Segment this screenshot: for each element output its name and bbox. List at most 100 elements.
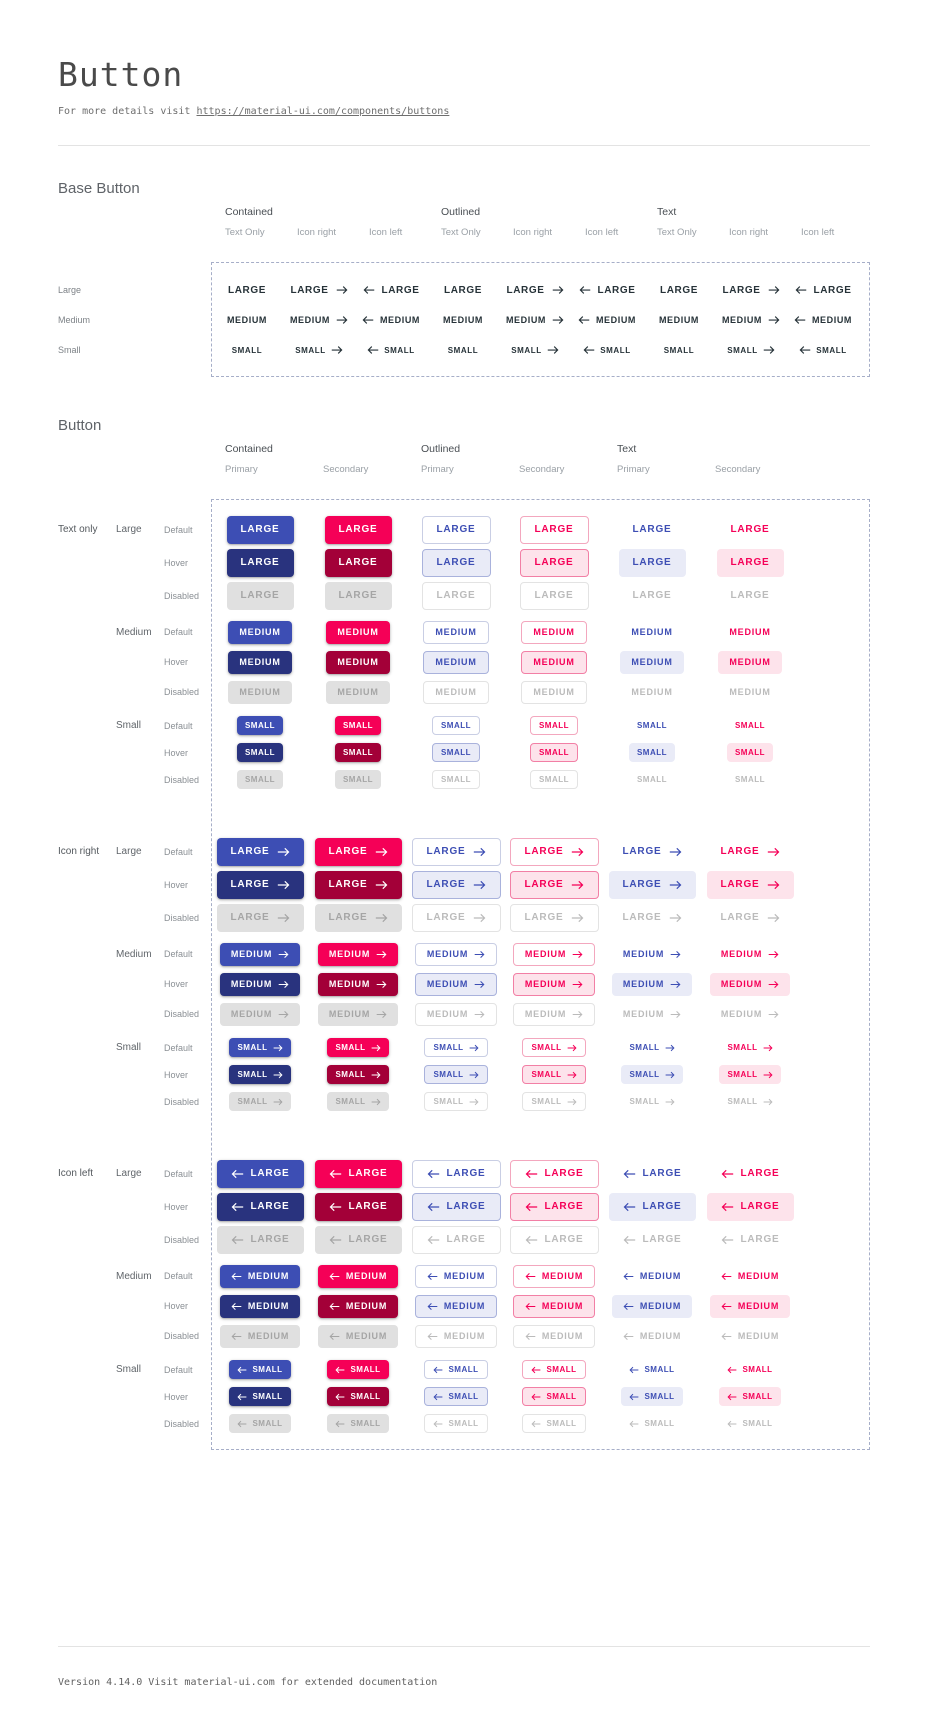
- text-secondary-large-hover-button[interactable]: LARGE: [716, 548, 784, 577]
- outlined-secondary-large-hover-button[interactable]: LARGE: [509, 870, 599, 899]
- contained-secondary-medium-hover-button[interactable]: MEDIUM: [326, 650, 390, 674]
- contained-primary-large-disabled-button[interactable]: LARGE: [216, 903, 304, 932]
- text-secondary-large-default-button[interactable]: LARGE: [707, 838, 794, 866]
- text-primary-medium-hover-button[interactable]: MEDIUM: [620, 650, 684, 674]
- outlined-primary-small-hover-button[interactable]: SMALL: [424, 1065, 488, 1084]
- contained-primary-large-hover-button[interactable]: LARGE: [216, 870, 304, 899]
- base-button-large-icon-left[interactable]: LARGE: [363, 285, 420, 296]
- text-primary-small-disabled-button[interactable]: SMALL: [629, 770, 675, 789]
- text-secondary-medium-disabled-button[interactable]: MEDIUM: [718, 681, 781, 704]
- text-secondary-small-disabled-button[interactable]: SMALL: [719, 1414, 780, 1433]
- text-primary-medium-disabled-button[interactable]: MEDIUM: [612, 1003, 692, 1026]
- text-secondary-medium-disabled-button[interactable]: MEDIUM: [710, 1325, 790, 1348]
- text-secondary-medium-hover-button[interactable]: MEDIUM: [709, 1294, 791, 1318]
- contained-secondary-large-hover-button[interactable]: LARGE: [324, 548, 392, 577]
- outlined-primary-large-hover-button[interactable]: LARGE: [411, 1192, 501, 1221]
- text-secondary-large-default-button[interactable]: LARGE: [717, 516, 784, 544]
- docs-link[interactable]: https://material-ui.com/components/butto…: [196, 106, 450, 117]
- text-primary-large-default-button[interactable]: LARGE: [609, 838, 696, 866]
- text-primary-large-hover-button[interactable]: LARGE: [608, 1192, 696, 1221]
- contained-secondary-medium-default-button[interactable]: MEDIUM: [317, 942, 399, 966]
- contained-primary-medium-disabled-button[interactable]: MEDIUM: [219, 1324, 301, 1348]
- contained-primary-medium-default-button[interactable]: MEDIUM: [219, 1264, 301, 1288]
- text-secondary-small-default-button[interactable]: SMALL: [719, 1360, 780, 1379]
- outlined-secondary-small-disabled-button[interactable]: SMALL: [529, 770, 579, 789]
- text-primary-medium-hover-button[interactable]: MEDIUM: [611, 1294, 693, 1318]
- outlined-secondary-small-disabled-button[interactable]: SMALL: [522, 1414, 586, 1433]
- outlined-primary-large-default-button[interactable]: LARGE: [421, 515, 491, 544]
- base-button-small-icon-left[interactable]: SMALL: [367, 345, 415, 355]
- contained-secondary-medium-hover-button[interactable]: MEDIUM: [317, 972, 399, 996]
- text-secondary-small-hover-button[interactable]: SMALL: [719, 1387, 781, 1406]
- outlined-primary-medium-disabled-button[interactable]: MEDIUM: [414, 1324, 498, 1348]
- contained-primary-small-hover-button[interactable]: SMALL: [229, 1387, 291, 1406]
- outlined-primary-small-default-button[interactable]: SMALL: [424, 1038, 488, 1057]
- contained-primary-medium-default-button[interactable]: MEDIUM: [219, 942, 301, 966]
- contained-primary-small-hover-button[interactable]: SMALL: [236, 743, 284, 762]
- outlined-primary-large-hover-button[interactable]: LARGE: [411, 870, 501, 899]
- contained-secondary-small-default-button[interactable]: SMALL: [334, 716, 382, 735]
- outlined-secondary-small-default-button[interactable]: SMALL: [522, 1360, 586, 1379]
- text-primary-small-hover-button[interactable]: SMALL: [628, 743, 676, 762]
- base-button-small-icon-left[interactable]: SMALL: [583, 345, 631, 355]
- outlined-secondary-large-default-button[interactable]: LARGE: [509, 1159, 599, 1188]
- outlined-primary-small-hover-button[interactable]: SMALL: [431, 743, 481, 762]
- contained-primary-large-default-button[interactable]: LARGE: [226, 515, 294, 544]
- text-secondary-large-hover-button[interactable]: LARGE: [706, 870, 794, 899]
- text-primary-large-hover-button[interactable]: LARGE: [618, 548, 686, 577]
- text-secondary-large-disabled-button[interactable]: LARGE: [707, 1226, 794, 1254]
- contained-primary-large-hover-button[interactable]: LARGE: [216, 1192, 304, 1221]
- text-secondary-medium-hover-button[interactable]: MEDIUM: [709, 972, 791, 996]
- base-button-medium-icon-left[interactable]: MEDIUM: [794, 315, 852, 325]
- text-secondary-large-disabled-button[interactable]: LARGE: [707, 904, 794, 932]
- contained-secondary-medium-hover-button[interactable]: MEDIUM: [317, 1294, 399, 1318]
- base-button-medium-text-only[interactable]: MEDIUM: [443, 315, 483, 325]
- contained-primary-medium-disabled-button[interactable]: MEDIUM: [219, 1002, 301, 1026]
- outlined-primary-medium-hover-button[interactable]: MEDIUM: [423, 650, 489, 674]
- text-secondary-small-default-button[interactable]: SMALL: [719, 1038, 780, 1057]
- text-primary-medium-default-button[interactable]: MEDIUM: [612, 943, 692, 966]
- contained-primary-medium-hover-button[interactable]: MEDIUM: [228, 650, 292, 674]
- text-secondary-medium-default-button[interactable]: MEDIUM: [710, 1265, 790, 1288]
- outlined-primary-small-disabled-button[interactable]: SMALL: [431, 770, 481, 789]
- contained-primary-medium-hover-button[interactable]: MEDIUM: [219, 972, 301, 996]
- outlined-primary-large-disabled-button[interactable]: LARGE: [411, 1225, 501, 1254]
- outlined-primary-large-default-button[interactable]: LARGE: [411, 1159, 501, 1188]
- outlined-secondary-large-disabled-button[interactable]: LARGE: [519, 581, 589, 610]
- base-button-small-icon-left[interactable]: SMALL: [799, 345, 847, 355]
- outlined-primary-medium-default-button[interactable]: MEDIUM: [414, 942, 498, 966]
- text-primary-medium-disabled-button[interactable]: MEDIUM: [612, 1325, 692, 1348]
- text-primary-medium-default-button[interactable]: MEDIUM: [620, 621, 683, 644]
- contained-secondary-medium-default-button[interactable]: MEDIUM: [326, 620, 390, 644]
- base-button-large-icon-right[interactable]: LARGE: [723, 285, 780, 296]
- contained-primary-large-disabled-button[interactable]: LARGE: [216, 1225, 304, 1254]
- contained-secondary-small-hover-button[interactable]: SMALL: [327, 1387, 389, 1406]
- outlined-secondary-large-default-button[interactable]: LARGE: [519, 515, 589, 544]
- outlined-secondary-small-hover-button[interactable]: SMALL: [522, 1065, 586, 1084]
- outlined-primary-medium-default-button[interactable]: MEDIUM: [423, 620, 489, 644]
- text-primary-large-disabled-button[interactable]: LARGE: [609, 904, 696, 932]
- contained-secondary-medium-disabled-button[interactable]: MEDIUM: [317, 1324, 399, 1348]
- text-secondary-small-disabled-button[interactable]: SMALL: [727, 770, 773, 789]
- outlined-primary-small-disabled-button[interactable]: SMALL: [424, 1092, 488, 1111]
- text-primary-small-default-button[interactable]: SMALL: [621, 1038, 682, 1057]
- outlined-secondary-large-disabled-button[interactable]: LARGE: [509, 1225, 599, 1254]
- contained-primary-large-default-button[interactable]: LARGE: [216, 1159, 304, 1188]
- contained-secondary-small-disabled-button[interactable]: SMALL: [334, 770, 382, 789]
- contained-secondary-small-disabled-button[interactable]: SMALL: [327, 1092, 389, 1111]
- base-button-small-icon-right[interactable]: SMALL: [511, 345, 559, 355]
- base-button-small-text-only[interactable]: SMALL: [664, 346, 695, 355]
- outlined-secondary-small-default-button[interactable]: SMALL: [529, 716, 579, 735]
- contained-secondary-small-default-button[interactable]: SMALL: [327, 1360, 389, 1379]
- text-secondary-small-hover-button[interactable]: SMALL: [726, 743, 774, 762]
- outlined-secondary-small-default-button[interactable]: SMALL: [522, 1038, 586, 1057]
- text-primary-small-hover-button[interactable]: SMALL: [621, 1387, 683, 1406]
- outlined-secondary-medium-default-button[interactable]: MEDIUM: [512, 942, 596, 966]
- base-button-large-text-only[interactable]: LARGE: [444, 285, 482, 296]
- contained-secondary-small-default-button[interactable]: SMALL: [327, 1038, 389, 1057]
- text-secondary-small-hover-button[interactable]: SMALL: [719, 1065, 781, 1084]
- outlined-secondary-medium-hover-button[interactable]: MEDIUM: [512, 972, 596, 996]
- base-button-medium-text-only[interactable]: MEDIUM: [659, 315, 699, 325]
- text-primary-large-disabled-button[interactable]: LARGE: [619, 582, 686, 610]
- text-primary-small-disabled-button[interactable]: SMALL: [621, 1092, 682, 1111]
